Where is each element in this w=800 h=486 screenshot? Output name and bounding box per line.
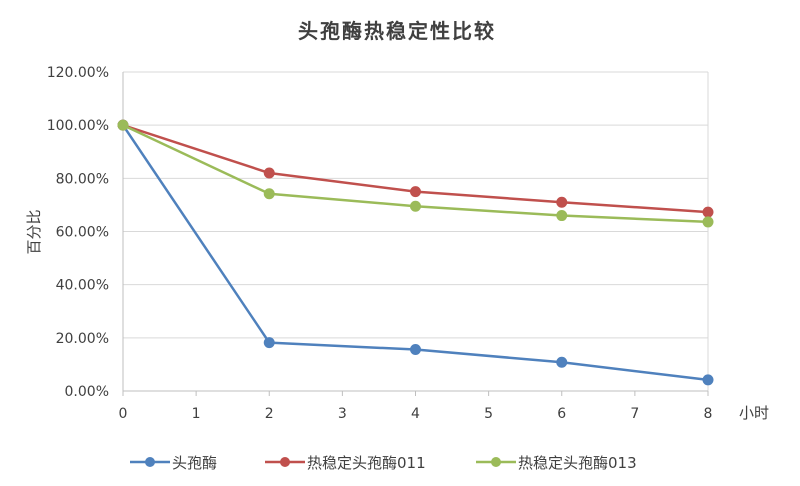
legend-label: 热稳定头孢酶011: [307, 454, 426, 472]
series-lines: [117, 119, 714, 386]
legend-label: 头孢酶: [172, 454, 217, 472]
chart-title: 头孢酶热稳定性比较: [298, 19, 496, 43]
data-point: [556, 196, 568, 208]
data-point: [702, 216, 714, 228]
x-axis-title: 小时: [739, 404, 769, 422]
data-point: [263, 188, 275, 200]
y-tick-label: 100.00%: [47, 118, 109, 134]
x-tick-label: 1: [192, 406, 201, 422]
x-tick-label: 3: [338, 406, 347, 422]
x-tick-label: 5: [484, 406, 493, 422]
x-tick-label: 8: [704, 406, 713, 422]
series-3: [117, 119, 714, 228]
data-point: [556, 210, 568, 222]
data-point: [410, 200, 421, 212]
y-axis-title: 百分比: [25, 209, 43, 254]
data-point: [117, 119, 129, 131]
legend-marker: [491, 457, 501, 467]
data-point: [410, 186, 421, 198]
y-tick-label: 40.00%: [56, 278, 109, 294]
legend-marker: [280, 457, 290, 467]
data-point: [263, 337, 275, 349]
legend-item: 热稳定头孢酶013: [476, 454, 637, 472]
y-tick-labels: 0.00% 20.00% 40.00% 60.00% 80.00% 100.00% 120.…: [47, 65, 109, 400]
x-tick-label: 2: [265, 406, 274, 422]
y-tick-label: 120.00%: [47, 65, 109, 81]
legend-label: 热稳定头孢酶013: [518, 454, 637, 472]
legend-item: 头孢酶: [130, 454, 217, 472]
legend-item: 热稳定头孢酶011: [265, 454, 426, 472]
x-tick-labels: 0 1 2 3 4 5 6 7 8: [119, 406, 713, 422]
y-tick-label: 0.00%: [65, 384, 109, 400]
y-tick-label: 60.00%: [56, 225, 109, 241]
x-tick-label: 4: [411, 406, 420, 422]
data-point: [702, 206, 714, 218]
data-point: [702, 374, 714, 386]
y-tick-label: 20.00%: [56, 331, 109, 347]
data-point: [410, 344, 421, 356]
x-tick-label: 6: [557, 406, 566, 422]
y-tick-label: 80.00%: [56, 171, 109, 187]
data-point: [556, 356, 568, 368]
x-tick-label: 7: [630, 406, 639, 422]
series-2: [117, 119, 714, 218]
data-point: [263, 167, 275, 179]
legend-marker: [145, 457, 155, 467]
legend: 头孢酶 热稳定头孢酶011 热稳定头孢酶013: [130, 454, 637, 472]
x-tick-label: 0: [119, 406, 128, 422]
